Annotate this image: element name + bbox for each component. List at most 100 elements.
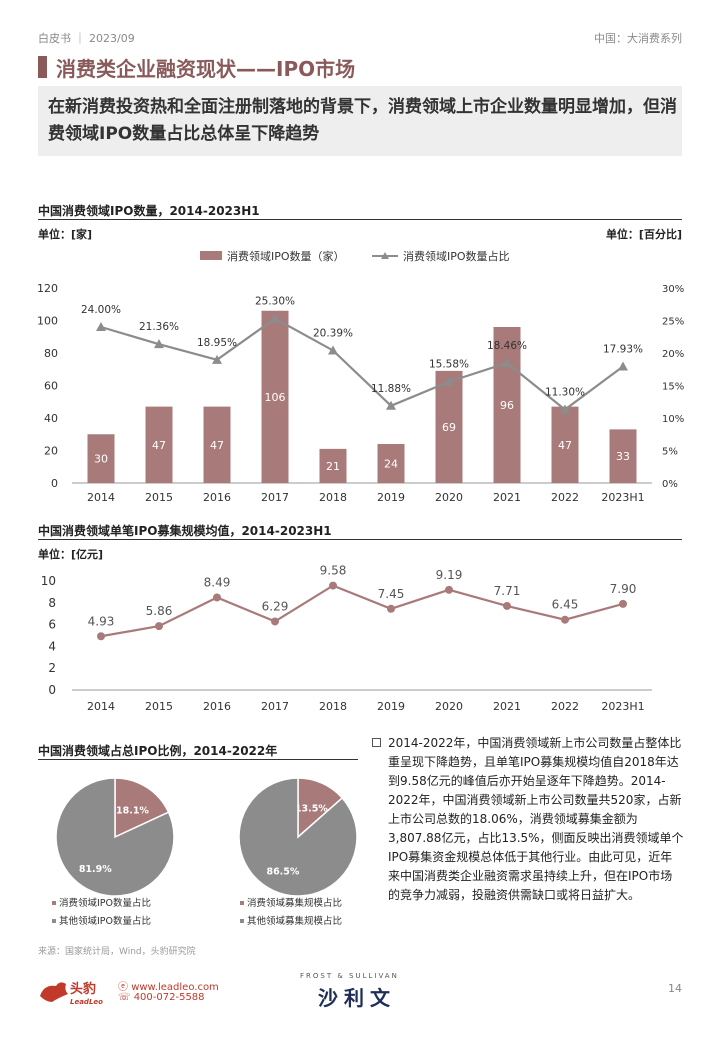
pie-slice-amount-1	[238, 777, 358, 897]
bar-value-label: 30	[94, 453, 108, 466]
avg-value-label: 9.19	[436, 568, 463, 582]
leopard-logo-icon: 头豹 LeadLeo	[40, 981, 103, 1006]
bar-2022	[551, 406, 579, 483]
x-tick-label: 2023H1	[601, 491, 644, 504]
phone-icon: ☏	[118, 992, 134, 1003]
pie-legend-label: 其他领域IPO数量占比	[59, 915, 151, 927]
share-point-2023H1	[618, 361, 628, 371]
left-axis-tick: 0	[51, 477, 58, 490]
avg-point-2019	[387, 604, 395, 613]
avg-size-line	[100, 584, 624, 638]
pie-legend-swatch	[240, 919, 244, 923]
left-axis-tick: 60	[44, 380, 58, 393]
legend-line-label: 消费领域IPO数量占比	[403, 249, 510, 263]
x-tick-label: 2022	[551, 491, 579, 504]
bar-value-label: 21	[326, 460, 340, 473]
avg-value-label: 7.90	[610, 582, 637, 596]
x-tick-label: 2019	[377, 700, 405, 713]
share-value-label: 11.30%	[545, 387, 585, 399]
share-point-2021	[502, 358, 512, 368]
avg-value-label: 9.58	[320, 564, 347, 578]
share-point-2015	[154, 339, 164, 349]
chart2-unit: 单位：[亿元]	[38, 548, 104, 561]
right-axis-tick: 5%	[662, 447, 678, 458]
share-point-2018	[328, 345, 338, 355]
x-tick-label: 2018	[319, 491, 347, 504]
avg-point-2016	[213, 593, 221, 602]
x-tick-label: 2016	[203, 700, 231, 713]
x-tick-label: 2018	[319, 700, 347, 713]
bar-value-label: 106	[265, 391, 286, 404]
logo-en-text: LeadLeo	[70, 998, 103, 1006]
chart3-divider	[38, 759, 358, 760]
avg-value-label: 5.86	[146, 604, 173, 618]
pie-legend-label: 消费领域IPO数量占比	[59, 897, 151, 909]
avg-point-2014	[97, 632, 105, 641]
bar-2014	[87, 434, 115, 483]
bar-2019	[377, 444, 405, 483]
x-tick-label: 2020	[435, 491, 463, 504]
x-tick-label: 2023H1	[601, 700, 644, 713]
share-value-label: 20.39%	[313, 327, 353, 339]
legend-bar-label: 消费领域IPO数量（家）	[227, 249, 345, 263]
avg-value-label: 7.45	[378, 587, 405, 601]
header-right: 中国：大消费系列	[594, 32, 682, 45]
bar-value-label: 47	[558, 439, 572, 452]
x-tick-label: 2020	[435, 700, 463, 713]
right-axis-tick: 20%	[662, 349, 684, 360]
share-point-2022	[560, 404, 570, 414]
avg-point-2015	[155, 622, 163, 631]
pie-legend-label: 消费领域募集规模占比	[247, 897, 342, 909]
share-value-label: 15.58%	[429, 359, 469, 371]
chart2-divider	[38, 539, 682, 540]
share-point-2020	[444, 376, 454, 386]
chart1-title: 中国消费领域IPO数量，2014-2023H1	[38, 204, 260, 218]
avg-point-2023H1	[619, 599, 627, 608]
share-point-2014	[96, 322, 106, 331]
pie-slice-label: 86.5%	[266, 866, 299, 877]
page-number: 14	[668, 982, 682, 995]
ipo-average-size-chart: 0 2 4 6 8 10 4.93 2014 5.86 2015 8.49 2016 6.29 2017 9…	[41, 564, 652, 713]
avg-point-2017	[271, 617, 279, 626]
share-point-2019	[386, 400, 396, 410]
share-value-label: 18.95%	[197, 337, 237, 349]
legend-triangle-icon	[381, 252, 389, 259]
x-tick-label: 2015	[145, 700, 173, 713]
x-tick-label: 2015	[145, 491, 173, 504]
avg-point-2020	[445, 585, 453, 594]
source-note: 来源：国家统计局，Wind，头豹研究院	[38, 947, 196, 957]
right-axis-tick: 0%	[662, 479, 678, 490]
avg-point-2022	[561, 615, 569, 624]
subtitle-box	[38, 86, 682, 156]
bullet-square-icon	[372, 738, 381, 747]
leadleo-logo: 头豹 LeadLeo	[38, 976, 114, 1010]
bar-2020	[435, 370, 463, 483]
right-axis-tick: 10%	[662, 414, 684, 425]
bar-value-label: 47	[210, 439, 224, 452]
page-title: 消费类企业融资现状——IPO市场	[56, 57, 356, 81]
pie-slice-count-0	[114, 777, 170, 839]
pie-legend-swatch	[52, 901, 56, 905]
share-point-2017	[270, 313, 280, 323]
avg-value-label: 6.45	[552, 598, 579, 612]
share-value-label: 17.93%	[603, 343, 643, 355]
pie-legend-label: 其他领域募集规模占比	[247, 915, 342, 927]
bar-2016	[203, 406, 231, 483]
share-value-label: 18.46%	[487, 340, 527, 352]
left-axis-tick: 100	[37, 315, 58, 328]
chart3-title: 中国消费领域占总IPO比例，2014-2022年	[38, 744, 278, 758]
frost-sullivan-en: FROST & SULLIVAN	[300, 972, 399, 980]
left-axis-tick: 80	[44, 347, 58, 360]
x-tick-label: 2017	[261, 700, 289, 713]
left-axis-tick: 20	[44, 445, 58, 458]
bar-2017	[261, 310, 289, 483]
avg-point-2021	[503, 601, 511, 610]
x-tick-label: 2017	[261, 491, 289, 504]
share-value-label: 25.30%	[255, 296, 295, 308]
website-link[interactable]: ⓔ www.leadleo.com	[118, 982, 219, 993]
pie-slice-label: 13.5%	[295, 803, 328, 814]
right-axis-tick: 25%	[662, 317, 684, 328]
y-axis-tick: 6	[48, 618, 56, 632]
bar-value-label: 69	[442, 421, 456, 434]
x-tick-label: 2021	[493, 700, 521, 713]
